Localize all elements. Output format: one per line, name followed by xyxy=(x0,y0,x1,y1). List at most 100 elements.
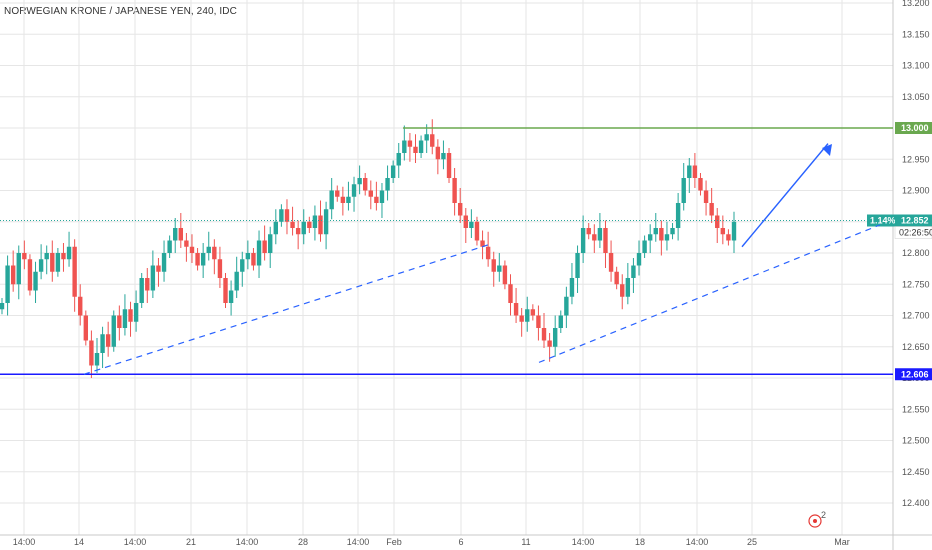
candle-body xyxy=(5,265,10,303)
candle-body xyxy=(653,228,658,235)
candle-body xyxy=(374,196,379,203)
candle-body xyxy=(642,240,647,253)
x-tick-label: 14:00 xyxy=(572,537,595,547)
candle-body xyxy=(61,253,66,260)
candle-body xyxy=(418,140,424,153)
candle-body xyxy=(424,134,429,141)
candle-body xyxy=(78,296,83,316)
y-tick-label: 13.100 xyxy=(902,61,930,71)
x-tick-label: 14 xyxy=(74,537,84,547)
candle-body xyxy=(256,240,262,266)
candle-body xyxy=(133,303,139,322)
candle-body xyxy=(357,178,362,185)
candle-body xyxy=(547,340,552,347)
candle-body xyxy=(83,315,89,341)
candle-body xyxy=(10,265,16,285)
candle-body xyxy=(681,178,686,203)
alert-icon-dot xyxy=(813,519,817,523)
candle-body xyxy=(664,234,670,241)
y-tick-label: 13.150 xyxy=(902,29,930,39)
candle-body xyxy=(592,234,597,241)
candle-body xyxy=(128,309,133,322)
candle-body xyxy=(178,228,184,241)
y-tick-label: 12.450 xyxy=(902,467,930,477)
candle-body xyxy=(552,328,558,347)
candle-body xyxy=(16,253,21,285)
candle-body xyxy=(446,153,452,178)
candle-body xyxy=(726,234,731,241)
x-tick-label: 14:00 xyxy=(124,537,147,547)
candle-body xyxy=(407,140,413,147)
x-tick-label: 28 xyxy=(298,537,308,547)
candle-body xyxy=(368,190,373,197)
candle-body xyxy=(502,265,508,285)
y-tick-label: 12.900 xyxy=(902,186,930,196)
candle-body xyxy=(105,334,111,347)
support-label: 12.606 xyxy=(901,369,929,379)
candle-body xyxy=(430,134,435,147)
candle-body xyxy=(234,271,239,291)
candle-body xyxy=(731,221,737,241)
candle-body xyxy=(240,259,245,272)
candle-body xyxy=(463,215,468,228)
resistance-badge xyxy=(895,122,932,134)
candle-body xyxy=(709,203,714,216)
candle-body xyxy=(614,271,619,285)
countdown-label: 02:26:50 xyxy=(899,228,932,238)
y-tick-label: 12.550 xyxy=(902,404,930,414)
candle-body xyxy=(396,153,401,166)
y-tick-label: 12.500 xyxy=(902,436,930,446)
candle-body xyxy=(262,240,267,253)
candle-body xyxy=(452,178,457,203)
candle-body xyxy=(675,203,681,228)
y-tick-label: 13.050 xyxy=(902,92,930,102)
candle-body xyxy=(195,253,200,266)
candle-body xyxy=(100,334,105,353)
candle-body xyxy=(161,253,167,272)
candle-body xyxy=(530,309,536,316)
candle-body xyxy=(580,228,586,253)
candle-body xyxy=(301,221,306,235)
candle-body xyxy=(485,246,491,260)
change-label: 1.14% xyxy=(870,216,896,226)
x-tick-label: 14:00 xyxy=(347,537,370,547)
candle-body xyxy=(312,215,318,228)
candle-body xyxy=(122,309,128,328)
projection-arrow[interactable] xyxy=(741,143,829,248)
candle-body xyxy=(385,178,390,191)
alert-badge-count: 2 xyxy=(821,510,826,520)
candle-body xyxy=(228,290,234,303)
candle-body xyxy=(189,246,195,253)
candle-body xyxy=(72,246,77,297)
candle-body xyxy=(480,240,485,247)
alert-icon[interactable] xyxy=(808,514,822,528)
candle-body xyxy=(200,253,206,266)
candle-body xyxy=(94,353,100,366)
x-tick-label: Mar xyxy=(834,537,850,547)
candle-body xyxy=(631,265,636,278)
candle-body xyxy=(33,271,38,291)
candle-body xyxy=(659,228,664,241)
trendline-upper-support[interactable] xyxy=(83,243,493,375)
x-tick-label: 21 xyxy=(186,537,196,547)
candle-body xyxy=(625,278,631,297)
candle-body xyxy=(251,253,256,266)
last-price-badge xyxy=(895,214,932,227)
candle-body xyxy=(139,278,144,303)
trendline-lower-support[interactable] xyxy=(538,224,881,363)
x-tick-label: 14:00 xyxy=(236,537,259,547)
candle-body xyxy=(340,196,346,203)
candle-body xyxy=(620,284,625,297)
candle-body xyxy=(44,253,49,260)
candle-body xyxy=(307,221,312,228)
y-tick-label: 12.950 xyxy=(902,154,930,164)
candle-body xyxy=(245,253,251,260)
candle-body xyxy=(206,246,211,253)
x-tick-label: 18 xyxy=(635,537,645,547)
candle-body xyxy=(268,234,273,253)
candle-body xyxy=(223,278,228,303)
candle-body xyxy=(212,246,217,260)
candle-body xyxy=(564,296,569,316)
candle-body xyxy=(117,315,122,328)
